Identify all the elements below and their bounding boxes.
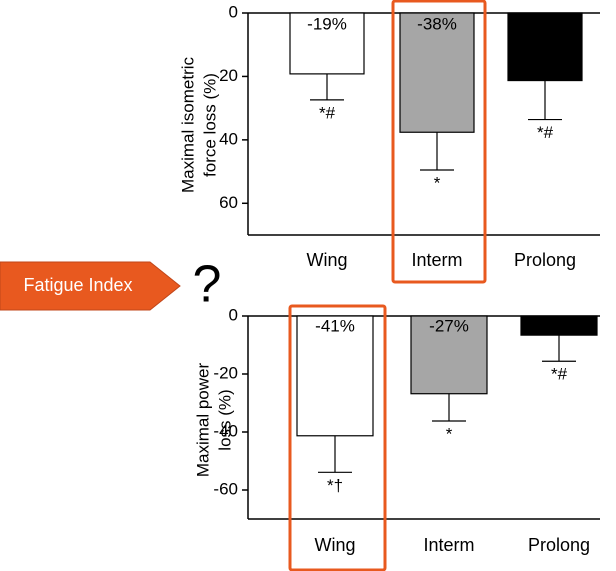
value-label: -27% [429,316,469,335]
y-tick-label: 20 [219,66,238,85]
value-label: -41% [315,316,355,335]
significance-label: * [434,173,441,192]
y-axis-title: Maximal isometric [178,56,197,193]
bar [520,315,598,336]
significance-label: * [446,424,453,443]
y-tick-label: -20 [213,363,238,382]
y-tick-label: 0 [229,2,238,21]
x-tick-label: Prolong [514,250,576,270]
y-tick-label: -60 [213,479,238,498]
highlight-box [391,0,487,284]
significance-label: *† [327,476,343,495]
highlight-box [288,304,387,571]
bar [399,12,475,133]
x-tick-label: Interm [411,250,462,270]
callout-label: Fatigue Index [23,275,132,295]
x-tick-label: Interm [423,535,474,555]
x-tick-label: Wing [306,250,347,270]
callout-arrow [0,261,181,311]
y-tick-label: 0 [229,305,238,324]
bar [410,315,488,395]
significance-label: *# [537,123,554,142]
bar [296,315,374,437]
question-mark: ? [193,256,222,314]
bar [507,12,583,82]
y-axis-title: force loss (%) [200,73,219,177]
y-axis-title: Maximal power [193,363,212,478]
significance-label: *# [551,365,568,384]
value-label: -19% [307,14,347,33]
y-axis-title: loss (%) [215,389,234,450]
x-tick-label: Wing [314,535,355,555]
y-tick-label: 40 [219,129,238,148]
value-label: -38% [417,14,457,33]
y-tick-label: -40 [213,421,238,440]
x-tick-label: Prolong [528,535,590,555]
y-tick-label: 60 [219,193,238,212]
significance-label: *# [319,103,336,122]
